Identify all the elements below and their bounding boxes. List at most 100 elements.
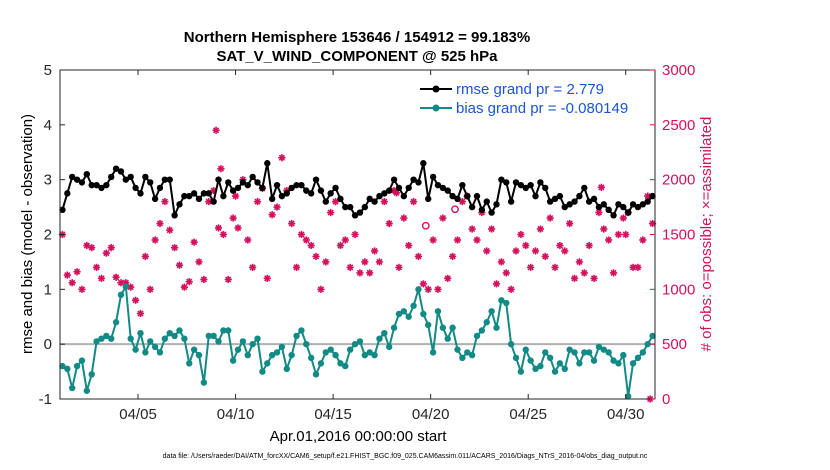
x-axis-label: Apr.01,2016 00:00:00 start: [270, 428, 448, 445]
bias-point: [439, 324, 447, 331]
obs-assimilated-marker: [107, 244, 115, 252]
rmse-point: [517, 181, 525, 189]
obs-assimilated-marker: [146, 285, 154, 293]
bias-point: [108, 335, 115, 342]
obs-assimilated-marker: [597, 183, 605, 191]
rmse-point: [210, 198, 217, 205]
bias-point: [117, 291, 125, 299]
bias-point: [195, 351, 203, 359]
rmse-point: [444, 187, 451, 194]
bias-point: [468, 351, 476, 359]
rmse-point: [234, 184, 242, 192]
obs-assimilated-marker: [214, 224, 223, 232]
y-right-tick-label: 1000: [662, 281, 695, 298]
y-left-tick-label: 2: [44, 227, 52, 244]
bias-point: [239, 338, 247, 345]
obs-assimilated-marker: [292, 263, 301, 271]
bias-point: [415, 286, 422, 293]
legend-bias-label: bias grand pr = -0.080149: [456, 100, 628, 117]
bias-point: [307, 354, 315, 362]
rmse-point: [571, 198, 578, 205]
y-axis-right: 0 500 1000 1500 2000 2500 3000: [650, 62, 695, 408]
rmse-point: [434, 181, 442, 189]
rmse-point: [454, 195, 461, 203]
rmse-point: [239, 179, 247, 186]
bias-point: [161, 335, 169, 342]
bias-point: [351, 340, 359, 348]
rmse-point: [181, 192, 188, 200]
rmse-point: [166, 176, 173, 183]
bias-point: [566, 346, 573, 353]
rmse-point: [249, 173, 256, 181]
bias-point: [229, 357, 237, 364]
y-axis-left: -1 0 1 2 3 4 5: [39, 62, 65, 408]
rmse-point: [93, 181, 100, 189]
bias-point: [186, 360, 193, 367]
bias-point: [254, 335, 261, 342]
obs-assimilated-marker: [244, 236, 252, 244]
rmse-point: [371, 198, 378, 205]
obs-assimilated-marker: [212, 126, 220, 134]
rmse-point: [122, 176, 130, 183]
obs-assimilated-marker: [556, 241, 564, 250]
obs-assimilated-marker: [619, 214, 627, 222]
y-right-tick-label: 2500: [662, 117, 695, 134]
x-tick-label: 04/10: [217, 406, 255, 423]
rmse-point: [425, 195, 432, 203]
bias-point: [244, 351, 251, 359]
obs-assimilated-marker: [361, 258, 369, 266]
bias-point: [293, 332, 300, 340]
obs-assimilated-marker: [73, 268, 81, 276]
obs-assimilated-marker: [356, 269, 364, 277]
obs-assimilated-marker: [434, 285, 442, 293]
x-axis: 04/05 04/10 04/15 04/20 04/25 04/30: [119, 70, 645, 423]
obs-assimilated-marker: [522, 241, 530, 250]
rmse-point: [624, 209, 632, 216]
bias-point: [298, 327, 305, 334]
rmse-point: [498, 176, 505, 183]
obs-assimilated-marker: [414, 252, 423, 261]
bias-point: [205, 332, 212, 340]
y-axis-right-label: # of obs: o=possible; ×=assimilated: [698, 117, 715, 352]
rmse-point: [410, 176, 417, 183]
bias-point: [234, 346, 242, 353]
rmse-point: [264, 160, 271, 167]
bias-point: [595, 343, 603, 351]
bias-point: [88, 371, 95, 378]
rmse-point: [464, 192, 471, 200]
obs-possible-marker: [451, 205, 459, 214]
rmse-point: [220, 192, 227, 200]
rmse-point: [585, 198, 593, 205]
obs-assimilated-marker: [224, 275, 232, 284]
rmse-point: [400, 192, 408, 200]
bias-point: [459, 354, 466, 362]
bias-point: [585, 349, 593, 356]
bias-point: [600, 346, 607, 353]
rmse-point: [259, 184, 266, 192]
bias-point: [78, 357, 86, 364]
bias-point: [342, 362, 349, 370]
bias-point: [122, 283, 130, 290]
obs-assimilated-marker: [297, 230, 306, 239]
obs-assimilated-marker: [595, 208, 603, 217]
obs-assimilated-marker: [156, 219, 164, 228]
x-tick-label: 04/15: [314, 406, 352, 423]
obs-assimilated-marker: [302, 236, 310, 244]
rmse-point: [351, 212, 359, 219]
obs-assimilated-marker: [88, 244, 96, 252]
bias-point: [542, 349, 549, 356]
bias-point: [400, 308, 408, 315]
bias-point: [147, 338, 154, 345]
bias-point: [517, 368, 525, 375]
y-right-tick-label: 500: [662, 336, 687, 353]
rmse-point: [537, 179, 544, 186]
footnote: data file: /Users/raeder/DAI/ATM_forcXX/…: [163, 453, 648, 460]
obs-assimilated-marker: [92, 263, 101, 271]
rmse-point: [649, 192, 656, 200]
obs-assimilated-marker: [97, 274, 106, 282]
bias-point: [527, 357, 534, 364]
obs-assimilated-marker: [219, 230, 227, 239]
rmse-point: [200, 190, 208, 197]
obs-assimilated-marker: [351, 230, 359, 239]
obs-assimilated-marker: [370, 247, 379, 255]
